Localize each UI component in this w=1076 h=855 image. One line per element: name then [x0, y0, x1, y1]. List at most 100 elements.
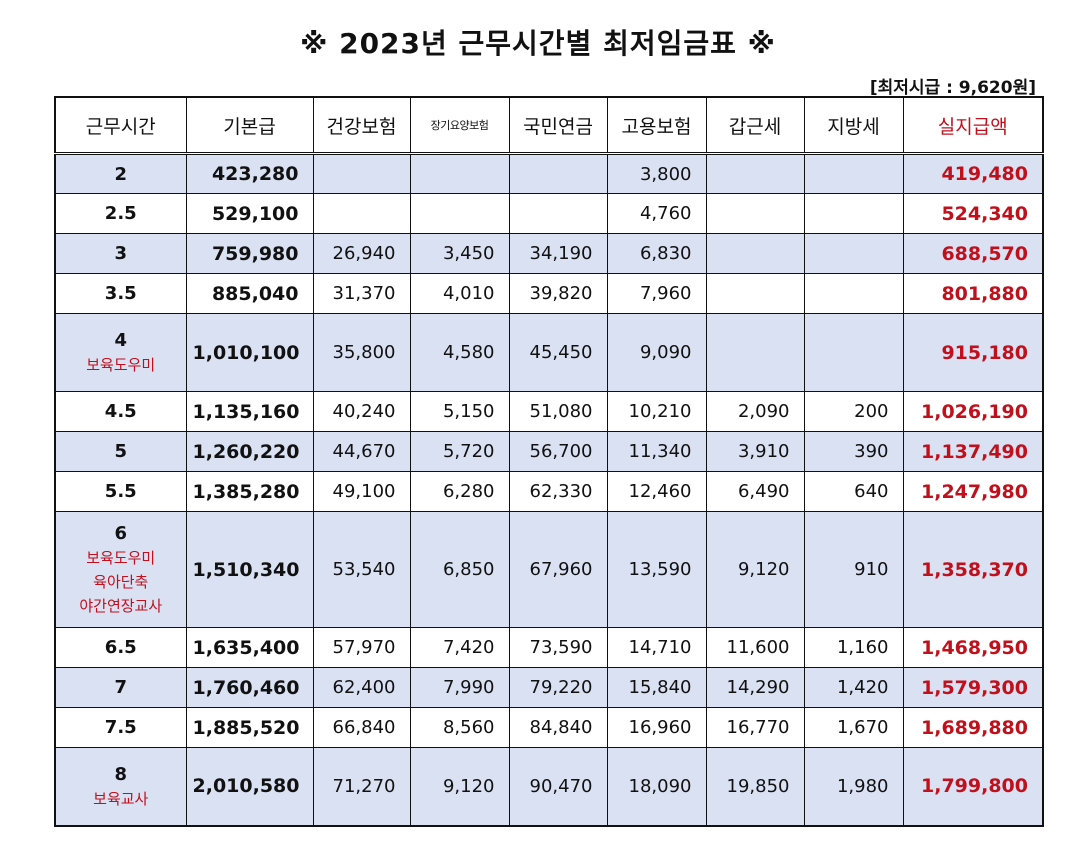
cell-hours: 7.5 [55, 708, 186, 748]
hours-value: 6 [56, 523, 186, 544]
cell-local-tax [804, 194, 903, 234]
cell-health-insurance: 44,670 [313, 432, 410, 472]
cell-income-tax: 14,290 [706, 668, 804, 708]
cell-national-pension: 79,220 [509, 668, 607, 708]
cell-hours: 3 [55, 234, 186, 274]
table-row: 2.5 529,100 4,760 524,340 [55, 194, 1043, 234]
cell-hours: 5 [55, 432, 186, 472]
table-row: 6 보육도우미 육아단축 야간연장교사 1,510,340 53,540 6,850 67,9… [55, 512, 1043, 628]
cell-net-pay: 524,340 [903, 194, 1043, 234]
hours-value: 6.5 [56, 637, 186, 658]
cell-local-tax: 1,420 [804, 668, 903, 708]
cell-local-tax [804, 314, 903, 392]
cell-income-tax [706, 154, 804, 194]
cell-national-pension: 84,840 [509, 708, 607, 748]
cell-base-pay: 1,885,520 [186, 708, 313, 748]
cell-health-insurance: 26,940 [313, 234, 410, 274]
cell-health-insurance [313, 154, 410, 194]
cell-employment-insurance: 4,760 [607, 194, 706, 234]
cell-national-pension: 67,960 [509, 512, 607, 628]
cell-health-insurance [313, 194, 410, 234]
cell-base-pay: 423,280 [186, 154, 313, 194]
cell-net-pay: 1,468,950 [903, 628, 1043, 668]
role-note: 보육도우미 [56, 355, 186, 375]
cell-national-pension: 45,450 [509, 314, 607, 392]
cell-net-pay: 1,247,980 [903, 472, 1043, 512]
cell-base-pay: 1,260,220 [186, 432, 313, 472]
cell-employment-insurance: 14,710 [607, 628, 706, 668]
cell-long-term-care: 7,990 [410, 668, 509, 708]
cell-income-tax: 3,910 [706, 432, 804, 472]
table-row: 2 423,280 3,800 419,480 [55, 154, 1043, 194]
cell-hours: 4 보육도우미 [55, 314, 186, 392]
header-hours: 근무시간 [55, 97, 186, 154]
table-row: 5 1,260,220 44,670 5,720 56,700 11,340 3,910 39… [55, 432, 1043, 472]
header-income-tax: 갑근세 [706, 97, 804, 154]
cell-long-term-care: 3,450 [410, 234, 509, 274]
cell-employment-insurance: 7,960 [607, 274, 706, 314]
cell-income-tax: 11,600 [706, 628, 804, 668]
hours-value: 4.5 [56, 401, 186, 422]
cell-long-term-care: 5,150 [410, 392, 509, 432]
cell-income-tax: 19,850 [706, 748, 804, 826]
cell-hours: 5.5 [55, 472, 186, 512]
cell-national-pension: 62,330 [509, 472, 607, 512]
role-note: 야간연장교사 [56, 596, 186, 616]
cell-base-pay: 759,980 [186, 234, 313, 274]
role-note: 육아단축 [56, 572, 186, 592]
cell-long-term-care: 8,560 [410, 708, 509, 748]
cell-income-tax [706, 234, 804, 274]
cell-hours: 2.5 [55, 194, 186, 234]
cell-base-pay: 1,760,460 [186, 668, 313, 708]
cell-income-tax: 2,090 [706, 392, 804, 432]
cell-net-pay: 688,570 [903, 234, 1043, 274]
cell-employment-insurance: 16,960 [607, 708, 706, 748]
cell-long-term-care: 7,420 [410, 628, 509, 668]
cell-net-pay: 915,180 [903, 314, 1043, 392]
cell-hours: 2 [55, 154, 186, 194]
header-employment-insurance: 고용보험 [607, 97, 706, 154]
cell-health-insurance: 53,540 [313, 512, 410, 628]
cell-long-term-care: 6,850 [410, 512, 509, 628]
cell-hours: 7 [55, 668, 186, 708]
cell-employment-insurance: 10,210 [607, 392, 706, 432]
table-body: 2 423,280 3,800 419,480 2.5 529,100 4,760 524,3… [55, 154, 1043, 826]
cell-local-tax: 1,670 [804, 708, 903, 748]
hours-value: 2 [56, 164, 186, 185]
cell-local-tax: 1,160 [804, 628, 903, 668]
cell-base-pay: 529,100 [186, 194, 313, 234]
cell-income-tax [706, 194, 804, 234]
cell-employment-insurance: 11,340 [607, 432, 706, 472]
table-row: 3 759,980 26,940 3,450 34,190 6,830 688,570 [55, 234, 1043, 274]
header-base-pay: 기본급 [186, 97, 313, 154]
cell-net-pay: 1,137,490 [903, 432, 1043, 472]
cell-health-insurance: 57,970 [313, 628, 410, 668]
cell-long-term-care [410, 154, 509, 194]
hours-value: 2.5 [56, 203, 186, 224]
header-health-insurance: 건강보험 [313, 97, 410, 154]
hours-value: 3.5 [56, 283, 186, 304]
cell-local-tax: 200 [804, 392, 903, 432]
cell-long-term-care: 9,120 [410, 748, 509, 826]
cell-national-pension: 73,590 [509, 628, 607, 668]
page-title: ※ 2023년 근무시간별 최저임금표 ※ [0, 22, 1076, 62]
cell-base-pay: 1,385,280 [186, 472, 313, 512]
cell-health-insurance: 49,100 [313, 472, 410, 512]
cell-national-pension [509, 154, 607, 194]
cell-employment-insurance: 12,460 [607, 472, 706, 512]
cell-health-insurance: 62,400 [313, 668, 410, 708]
cell-local-tax: 640 [804, 472, 903, 512]
cell-income-tax [706, 314, 804, 392]
cell-health-insurance: 66,840 [313, 708, 410, 748]
cell-hours: 8 보육교사 [55, 748, 186, 826]
cell-local-tax [804, 234, 903, 274]
cell-base-pay: 885,040 [186, 274, 313, 314]
cell-net-pay: 1,026,190 [903, 392, 1043, 432]
table-row: 4.5 1,135,160 40,240 5,150 51,080 10,210 2,090… [55, 392, 1043, 432]
cell-employment-insurance: 13,590 [607, 512, 706, 628]
cell-net-pay: 1,799,800 [903, 748, 1043, 826]
header-long-term-care: 장기요양보험 [410, 97, 509, 154]
wage-table: 근무시간 기본급 건강보험 장기요양보험 국민연금 고용보험 갑근세 지방세 실… [54, 96, 1044, 827]
cell-national-pension: 34,190 [509, 234, 607, 274]
table-row: 5.5 1,385,280 49,100 6,280 62,330 12,460 6,490… [55, 472, 1043, 512]
